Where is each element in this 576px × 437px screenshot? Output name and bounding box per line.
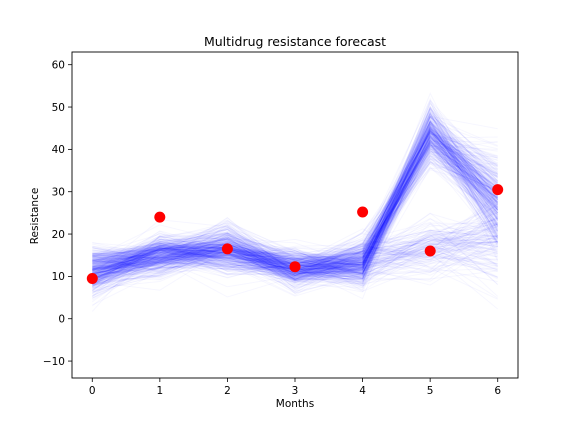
y-tick-label: 30 (52, 187, 65, 199)
y-tick-label: −10 (43, 356, 65, 368)
observed-point (289, 261, 301, 273)
y-tick-label: 60 (52, 60, 65, 72)
observed-point (154, 211, 166, 223)
y-axis-ticks: −10 0 10 20 30 40 50 60 (43, 60, 72, 368)
x-tick-label: 3 (292, 385, 299, 397)
x-axis-ticks: 0 1 2 3 4 5 6 (89, 378, 501, 397)
y-tick-label: 50 (52, 102, 65, 114)
x-tick-label: 6 (494, 385, 501, 397)
x-tick-label: 1 (157, 385, 164, 397)
y-tick-label: 40 (52, 144, 65, 156)
observed-point (86, 273, 98, 284)
x-axis-label: Months (276, 398, 314, 410)
observed-point (424, 245, 436, 257)
x-tick-label: 0 (89, 385, 96, 397)
observed-point (492, 184, 504, 196)
observed-points (86, 184, 504, 284)
x-tick-label: 4 (359, 385, 366, 397)
x-tick-label: 5 (427, 385, 434, 397)
y-tick-label: 20 (52, 229, 65, 241)
y-tick-label: 0 (58, 314, 65, 326)
observed-point (221, 243, 233, 255)
x-tick-label: 2 (224, 385, 231, 397)
y-axis-label: Resistance (29, 188, 41, 245)
chart-title: Multidrug resistance forecast (204, 34, 386, 49)
y-tick-label: 10 (52, 271, 65, 283)
observed-point (357, 206, 369, 218)
